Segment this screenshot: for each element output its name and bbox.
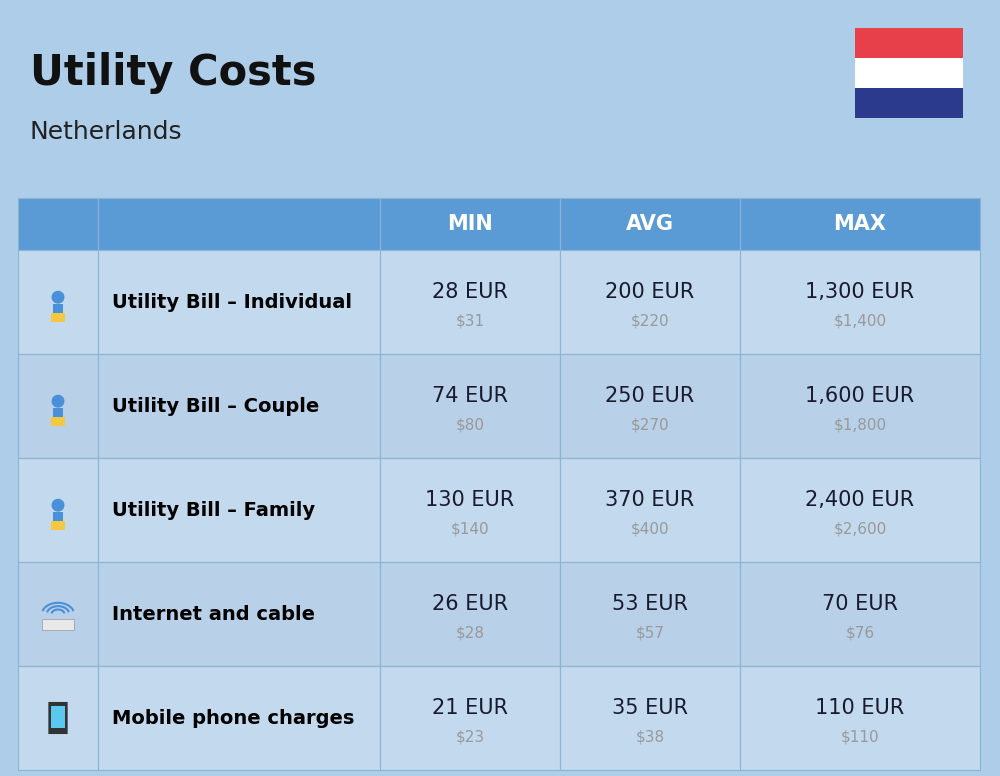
Text: 250 EUR: 250 EUR [605, 386, 695, 406]
Text: $220: $220 [631, 314, 669, 328]
Bar [740, 354, 980, 458]
Text: 53 EUR: 53 EUR [612, 594, 688, 614]
Text: $2,600: $2,600 [833, 521, 887, 536]
Bar [855, 88, 963, 118]
Bar [380, 458, 560, 562]
Text: $110: $110 [841, 729, 879, 744]
Text: $38: $38 [635, 729, 665, 744]
Text: Utility Bill – Couple: Utility Bill – Couple [112, 397, 319, 415]
Bar [51, 706, 65, 728]
FancyBboxPatch shape [48, 702, 68, 734]
Bar [98, 666, 380, 770]
Bar [18, 458, 98, 562]
Bar [53, 511, 63, 521]
Bar [18, 354, 98, 458]
Text: 70 EUR: 70 EUR [822, 594, 898, 614]
Text: Mobile phone charges: Mobile phone charges [112, 708, 354, 728]
Bar [740, 562, 980, 666]
Text: $28: $28 [456, 625, 484, 640]
Bar [380, 562, 560, 666]
Text: 35 EUR: 35 EUR [612, 698, 688, 718]
Text: Utility Costs: Utility Costs [30, 52, 316, 94]
Text: 110 EUR: 110 EUR [815, 698, 905, 718]
Bar [51, 417, 65, 426]
Circle shape [52, 500, 64, 511]
Bar [380, 198, 560, 250]
Text: Netherlands: Netherlands [30, 120, 183, 144]
Text: $57: $57 [636, 625, 664, 640]
Bar [560, 458, 740, 562]
Bar [380, 250, 560, 354]
Bar [560, 198, 740, 250]
Bar [42, 618, 74, 630]
Bar [18, 198, 98, 250]
Text: 26 EUR: 26 EUR [432, 594, 508, 614]
Text: 200 EUR: 200 EUR [605, 282, 695, 302]
Bar [51, 521, 65, 530]
Text: 28 EUR: 28 EUR [432, 282, 508, 302]
Text: AVG: AVG [626, 214, 674, 234]
Text: Utility Bill – Family: Utility Bill – Family [112, 501, 315, 519]
Text: $1,400: $1,400 [833, 314, 887, 328]
Circle shape [52, 292, 64, 303]
Bar [740, 666, 980, 770]
Bar [53, 407, 63, 417]
Bar [560, 666, 740, 770]
Bar [98, 250, 380, 354]
Bar [18, 666, 98, 770]
Bar [855, 58, 963, 88]
Text: 74 EUR: 74 EUR [432, 386, 508, 406]
Text: 130 EUR: 130 EUR [425, 490, 515, 510]
Text: $270: $270 [631, 417, 669, 432]
Bar [98, 458, 380, 562]
Bar [98, 354, 380, 458]
Bar [53, 303, 63, 313]
Bar [18, 562, 98, 666]
Text: 1,300 EUR: 1,300 EUR [805, 282, 915, 302]
Bar [98, 198, 380, 250]
Bar [855, 28, 963, 58]
Bar [51, 314, 65, 322]
Text: MAX: MAX [834, 214, 887, 234]
Text: $80: $80 [456, 417, 484, 432]
Bar [740, 198, 980, 250]
Text: $140: $140 [451, 521, 489, 536]
Bar [98, 562, 380, 666]
Text: $23: $23 [455, 729, 485, 744]
Text: $76: $76 [845, 625, 875, 640]
Text: MIN: MIN [447, 214, 493, 234]
Text: 2,400 EUR: 2,400 EUR [805, 490, 915, 510]
Text: $31: $31 [455, 314, 485, 328]
Text: 1,600 EUR: 1,600 EUR [805, 386, 915, 406]
Bar [560, 250, 740, 354]
Bar [740, 250, 980, 354]
Text: $400: $400 [631, 521, 669, 536]
Text: Internet and cable: Internet and cable [112, 605, 315, 623]
Bar [18, 250, 98, 354]
Bar [380, 354, 560, 458]
Bar [740, 458, 980, 562]
Circle shape [52, 396, 64, 407]
Text: 370 EUR: 370 EUR [605, 490, 695, 510]
Bar [380, 666, 560, 770]
Text: $1,800: $1,800 [833, 417, 887, 432]
Bar [560, 354, 740, 458]
Text: 21 EUR: 21 EUR [432, 698, 508, 718]
Text: Utility Bill – Individual: Utility Bill – Individual [112, 293, 352, 311]
Bar [560, 562, 740, 666]
